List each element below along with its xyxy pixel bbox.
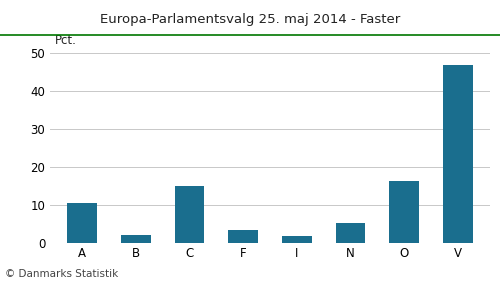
Bar (336, 223, 365, 243)
Text: Pct.: Pct. (56, 34, 77, 47)
Bar (282, 236, 312, 243)
Bar (443, 65, 472, 243)
Bar (390, 181, 419, 243)
Text: Europa-Parlamentsvalg 25. maj 2014 - Faster: Europa-Parlamentsvalg 25. maj 2014 - Fas… (100, 13, 400, 26)
Bar (121, 235, 150, 243)
Bar (68, 203, 97, 243)
Bar (175, 186, 204, 243)
Bar (228, 230, 258, 243)
Text: © Danmarks Statistik: © Danmarks Statistik (5, 269, 118, 279)
